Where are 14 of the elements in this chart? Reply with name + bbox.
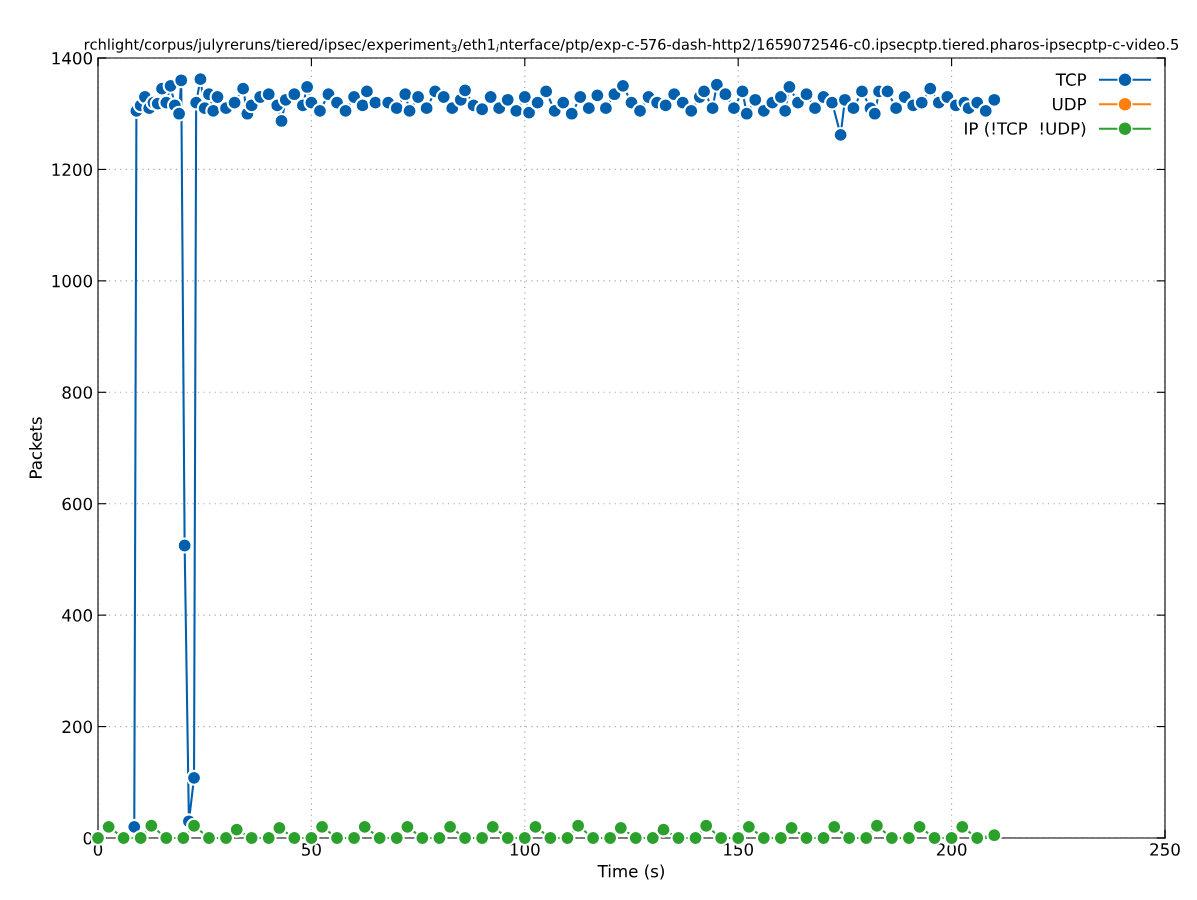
y-tick-label: 1400: [52, 51, 93, 65]
y-axis-title: Packets: [29, 417, 42, 478]
legend-label: IP (!TCP !UDP): [965, 121, 1086, 137]
legend-label: UDP: [1053, 97, 1087, 111]
y-tick-label: 200: [62, 720, 93, 734]
y-tick-label: 600: [62, 497, 93, 511]
chart-title: rchlight/corpus/julyreruns/tiered/ipsec/experiment$_{3}$/eth1$_{i}$nterface/ptp/exp-c-576-dash-http2/1659072546-c0.ipsecptp.tiered.pharos-ipsecptp-c-video.5: [84, 38, 1179, 53]
y-tick-label: 1000: [52, 274, 93, 288]
y-tick-label: 400: [62, 609, 93, 622]
y-tick-label: 800: [62, 386, 93, 399]
x-tick-label: 250: [1150, 843, 1180, 856]
legend-label: TCP: [1055, 73, 1087, 86]
y-tick-label: 1200: [52, 163, 93, 176]
x-axis-title: Time (s): [597, 864, 664, 880]
